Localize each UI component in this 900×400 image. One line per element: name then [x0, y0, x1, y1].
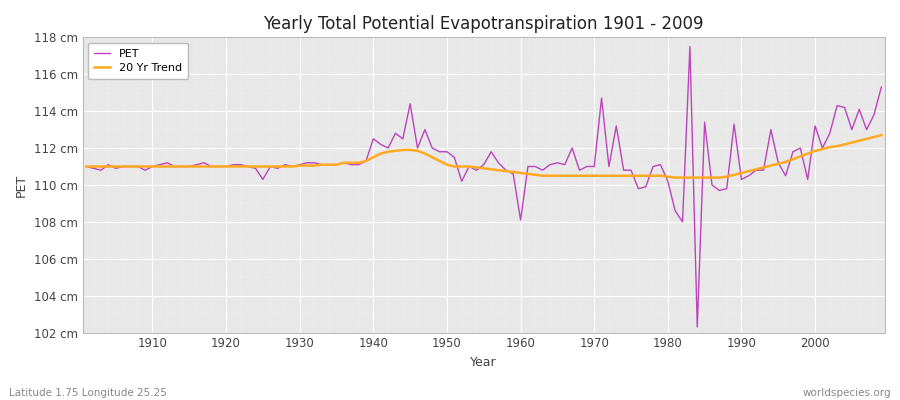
- 20 Yr Trend: [515, 170, 526, 175]
- 20 Yr Trend: [876, 133, 886, 138]
- 20 Yr Trend: [670, 175, 680, 180]
- PET: [140, 168, 150, 172]
- PET: [508, 172, 518, 176]
- Title: Yearly Total Potential Evapotranspiration 1901 - 2009: Yearly Total Potential Evapotranspiratio…: [264, 15, 704, 33]
- PET: [515, 218, 526, 222]
- Text: worldspecies.org: worldspecies.org: [803, 388, 891, 398]
- Legend: PET, 20 Yr Trend: PET, 20 Yr Trend: [88, 43, 188, 79]
- Text: Latitude 1.75 Longitude 25.25: Latitude 1.75 Longitude 25.25: [9, 388, 166, 398]
- 20 Yr Trend: [140, 164, 150, 169]
- PET: [302, 160, 312, 165]
- PET: [685, 44, 696, 49]
- 20 Yr Trend: [81, 164, 92, 169]
- Line: PET: PET: [86, 46, 881, 327]
- PET: [876, 85, 886, 90]
- Line: 20 Yr Trend: 20 Yr Trend: [86, 135, 881, 178]
- 20 Yr Trend: [508, 170, 518, 174]
- 20 Yr Trend: [604, 173, 615, 178]
- PET: [604, 164, 615, 169]
- PET: [81, 164, 92, 169]
- PET: [692, 325, 703, 330]
- X-axis label: Year: Year: [471, 356, 497, 369]
- 20 Yr Trend: [302, 163, 312, 168]
- Y-axis label: PET: PET: [15, 173, 28, 196]
- PET: [346, 162, 356, 167]
- 20 Yr Trend: [346, 160, 356, 165]
